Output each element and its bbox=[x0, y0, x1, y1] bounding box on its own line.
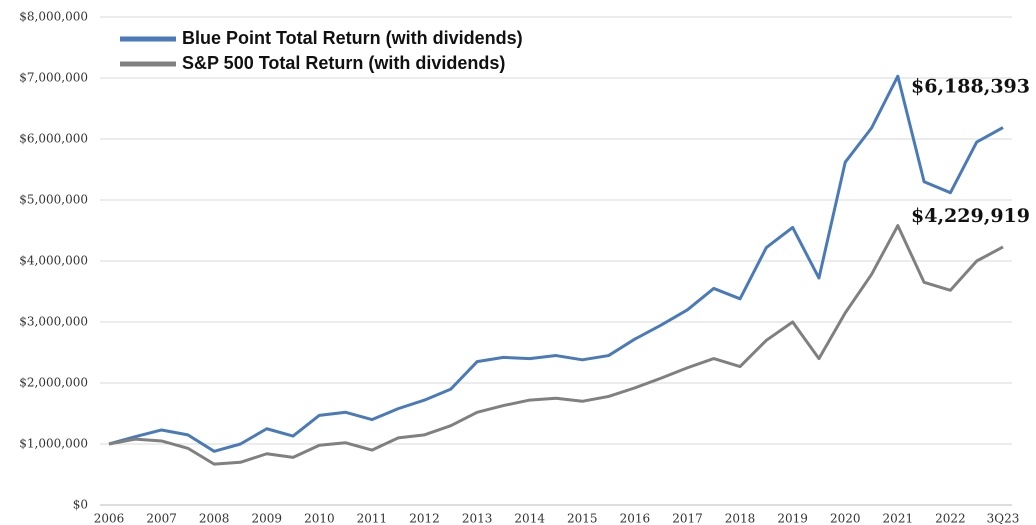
y-tick-label: $4,000,000 bbox=[19, 254, 88, 268]
x-tick-label: 2010 bbox=[304, 512, 335, 525]
y-tick-label: $6,000,000 bbox=[19, 132, 88, 146]
legend-label: S&P 500 Total Return (with dividends) bbox=[182, 53, 505, 73]
y-tick-label: $8,000,000 bbox=[19, 10, 88, 24]
y-tick-label: $2,000,000 bbox=[19, 376, 88, 390]
x-tick-label: 2006 bbox=[94, 512, 125, 525]
y-tick-label: $5,000,000 bbox=[19, 193, 88, 207]
x-tick-label: 2019 bbox=[777, 512, 808, 525]
data-line bbox=[108, 224, 1004, 466]
data-label: $4,229,919 bbox=[911, 205, 1030, 227]
legend-label: Blue Point Total Return (with dividends) bbox=[182, 28, 523, 48]
x-tick-label: 2011 bbox=[357, 512, 388, 525]
x-tick-label: 2012 bbox=[409, 512, 440, 525]
data-line bbox=[108, 74, 1004, 453]
y-tick-label: $3,000,000 bbox=[19, 315, 88, 329]
x-tick-label: 2013 bbox=[462, 512, 493, 525]
x-tick-label: 2008 bbox=[199, 512, 230, 525]
data-label: $6,188,393 bbox=[911, 76, 1030, 98]
y-tick-label: $7,000,000 bbox=[19, 71, 88, 85]
x-tick-label: 2017 bbox=[672, 512, 703, 525]
x-tick-label: 2015 bbox=[567, 512, 598, 525]
x-tick-label: 2014 bbox=[514, 512, 545, 525]
x-tick-label: 2007 bbox=[146, 512, 177, 525]
x-tick-label: 2018 bbox=[725, 512, 756, 525]
y-tick-label: $1,000,000 bbox=[19, 437, 88, 451]
y-tick-label: $0 bbox=[73, 498, 88, 512]
x-tick-label: 2021 bbox=[883, 512, 914, 525]
x-tick-label: 3Q23 bbox=[987, 512, 1020, 525]
x-tick-label: 2009 bbox=[251, 512, 282, 525]
x-tick-label: 2016 bbox=[620, 512, 651, 525]
x-tick-label: 2022 bbox=[935, 512, 966, 525]
x-tick-label: 2020 bbox=[830, 512, 861, 525]
